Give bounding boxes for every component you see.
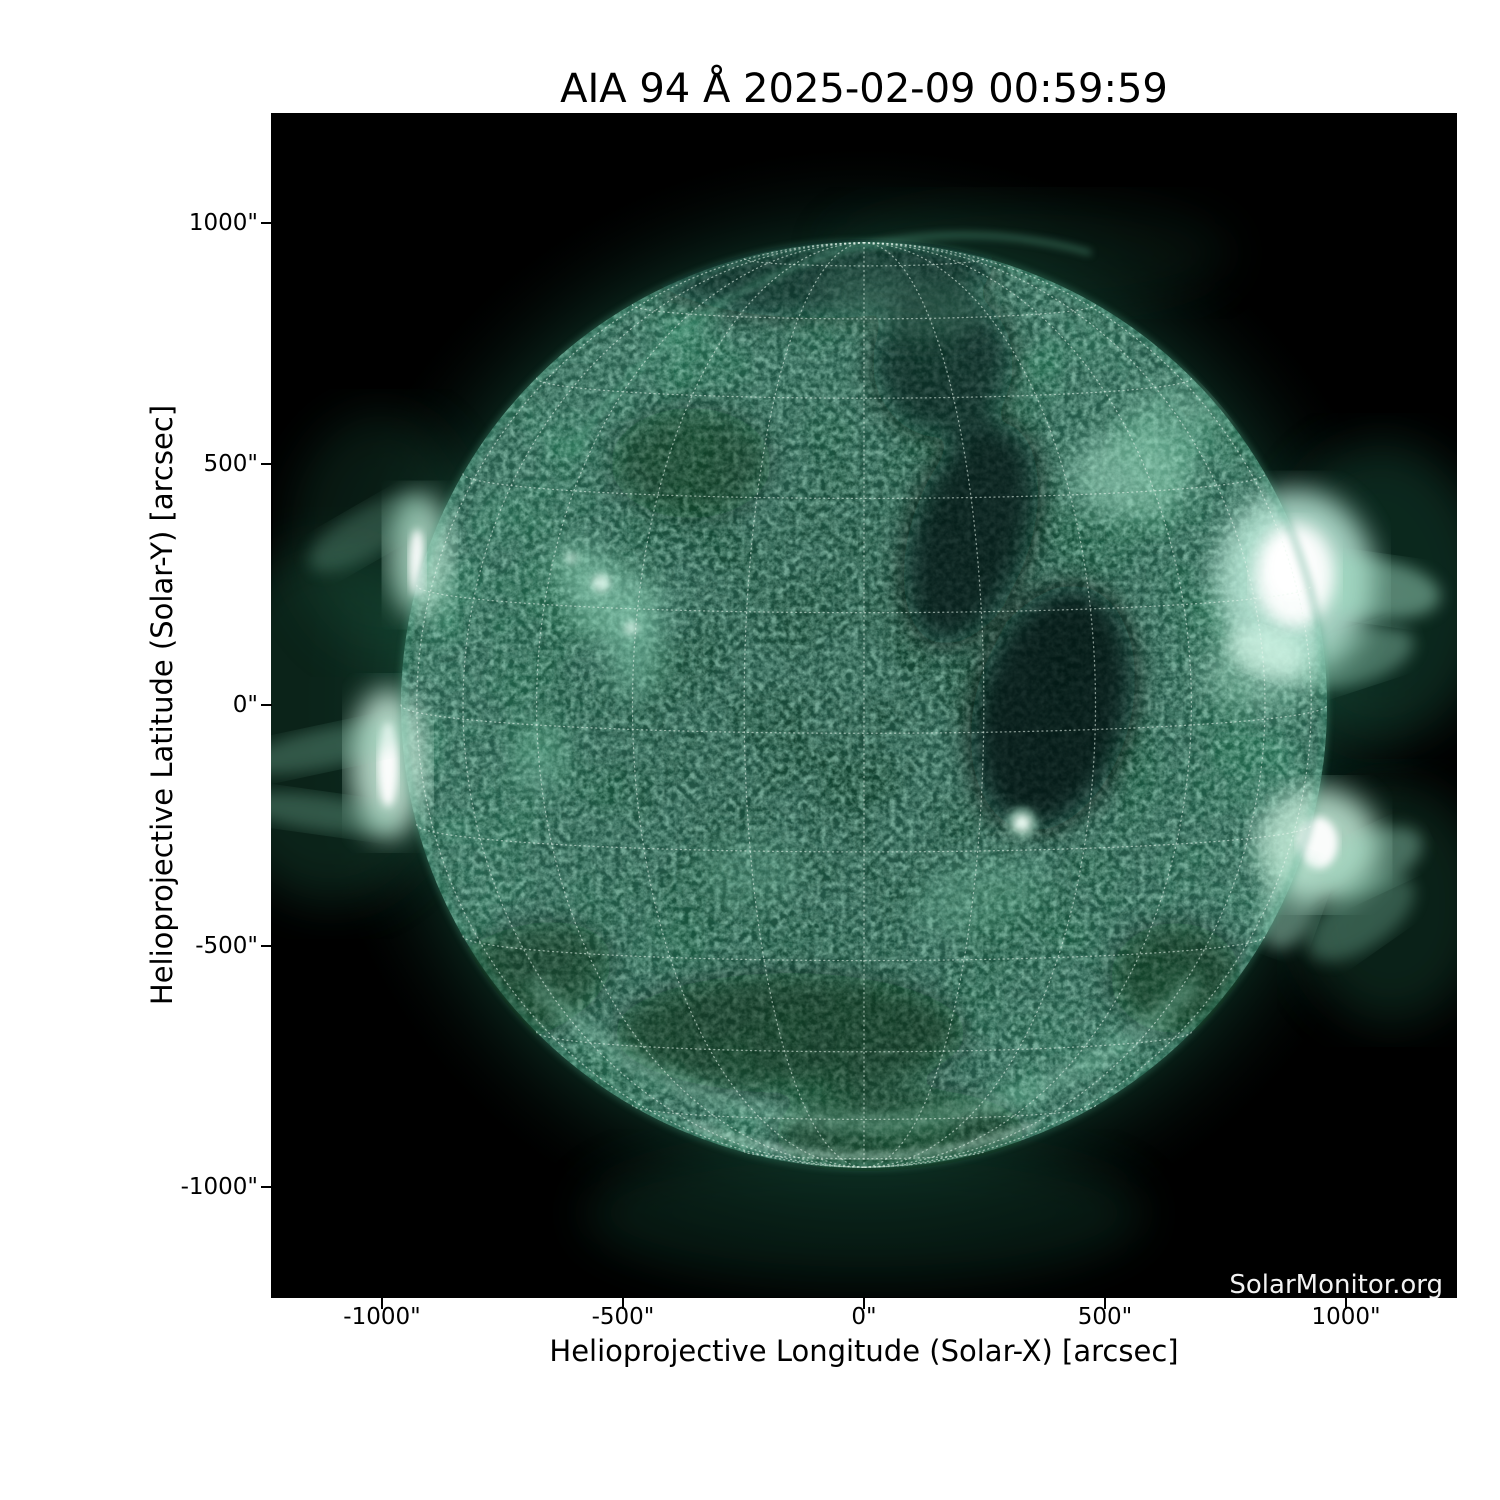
active-region-east-limb <box>271 688 426 838</box>
x-tick-label: 1000" <box>1311 1304 1381 1330</box>
heliographic-grid <box>400 242 1328 1168</box>
x-tick-mark <box>381 1298 383 1309</box>
x-tick-label: -500" <box>591 1304 655 1330</box>
watermark: SolarMonitor.org <box>1229 1270 1443 1298</box>
y-tick-mark <box>261 704 272 706</box>
y-tick-label: -1000" <box>180 1174 258 1200</box>
x-tick-mark <box>1345 1298 1347 1309</box>
active-region-southwest-limb <box>1256 787 1423 962</box>
x-tick-mark <box>1104 1298 1106 1309</box>
y-tick-mark <box>261 222 272 224</box>
x-tick-label: 500" <box>1077 1304 1133 1330</box>
figure-title: AIA 94 Å 2025-02-09 00:59:59 <box>560 66 1168 112</box>
x-tick-label: -1000" <box>343 1304 421 1330</box>
x-tick-mark <box>622 1298 624 1309</box>
y-tick-label: 0" <box>232 692 258 718</box>
y-tick-mark <box>261 1186 272 1188</box>
y-tick-label: 500" <box>203 451 258 477</box>
y-tick-mark <box>261 945 272 947</box>
quiet-sun-loops <box>514 269 1317 935</box>
y-tick-label: 1000" <box>188 210 258 236</box>
active-region-northeast-limb <box>308 493 452 617</box>
y-tick-label: -500" <box>195 933 258 959</box>
x-tick-label: 0" <box>851 1304 877 1330</box>
y-axis-label: Helioprojective Latitude (Solar-Y) [arcs… <box>145 404 179 1006</box>
plot-area: SolarMonitor.org <box>271 113 1457 1298</box>
solar-image: SolarMonitor.org <box>271 113 1457 1298</box>
x-axis-label: Helioprojective Longitude (Solar-X) [arc… <box>549 1334 1179 1368</box>
y-tick-mark <box>261 463 272 465</box>
x-tick-mark <box>863 1298 865 1309</box>
